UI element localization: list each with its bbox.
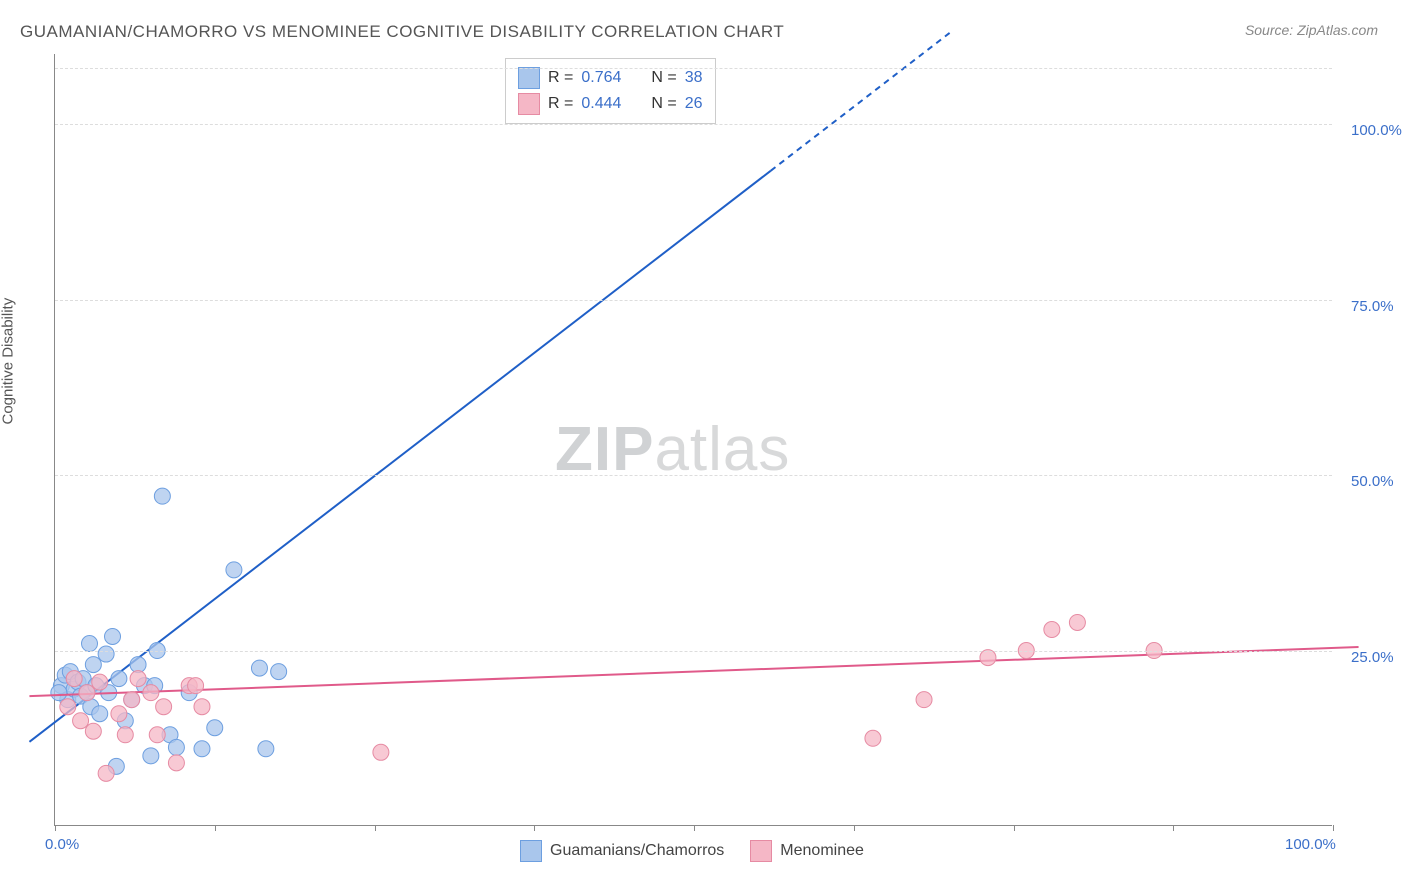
legend-item: Guamanians/Chamorros <box>520 840 724 862</box>
legend-swatch <box>518 93 540 115</box>
gridline <box>55 124 1332 125</box>
x-tick-mark <box>1014 825 1015 831</box>
gridline <box>55 68 1332 69</box>
x-tick-mark <box>534 825 535 831</box>
legend-label: Menominee <box>780 842 864 860</box>
legend-swatch <box>518 67 540 89</box>
n-label: N = <box>651 95 676 113</box>
x-tick-mark <box>55 825 56 831</box>
x-tick-mark <box>1333 825 1334 831</box>
source-attribution: Source: ZipAtlas.com <box>1245 22 1378 38</box>
r-label: R = <box>548 69 573 87</box>
chart-title: GUAMANIAN/CHAMORRO VS MENOMINEE COGNITIV… <box>20 22 784 42</box>
stats-legend-row: R = 0.444 N = 26 <box>518 91 703 117</box>
y-tick-label: 75.0% <box>1351 298 1394 315</box>
n-value: 26 <box>685 95 703 113</box>
gridline <box>55 651 1332 652</box>
x-tick-mark <box>694 825 695 831</box>
x-tick-label: 100.0% <box>1285 836 1336 853</box>
legend-label: Guamanians/Chamorros <box>550 842 724 860</box>
legend-swatch <box>750 840 772 862</box>
series-legend: Guamanians/Chamorros Menominee <box>520 840 864 862</box>
legend-item: Menominee <box>750 840 864 862</box>
r-value: 0.444 <box>581 95 621 113</box>
chart-plot-area: ZIPatlas R =0.764N =38R =0.444N =26 25.0… <box>54 54 1332 826</box>
n-value: 38 <box>685 69 703 87</box>
gridline <box>55 475 1332 476</box>
scatter-svg <box>55 54 1332 825</box>
x-tick-mark <box>854 825 855 831</box>
n-label: N = <box>651 69 676 87</box>
x-tick-label: 0.0% <box>45 836 79 853</box>
x-tick-mark <box>215 825 216 831</box>
r-value: 0.764 <box>581 69 621 87</box>
x-tick-mark <box>1173 825 1174 831</box>
x-tick-mark <box>375 825 376 831</box>
gridline <box>55 300 1332 301</box>
y-axis-label: Cognitive Disability <box>0 298 17 425</box>
y-tick-label: 50.0% <box>1351 473 1394 490</box>
y-tick-label: 25.0% <box>1351 649 1394 666</box>
y-tick-label: 100.0% <box>1351 122 1402 139</box>
legend-swatch <box>520 840 542 862</box>
r-label: R = <box>548 95 573 113</box>
